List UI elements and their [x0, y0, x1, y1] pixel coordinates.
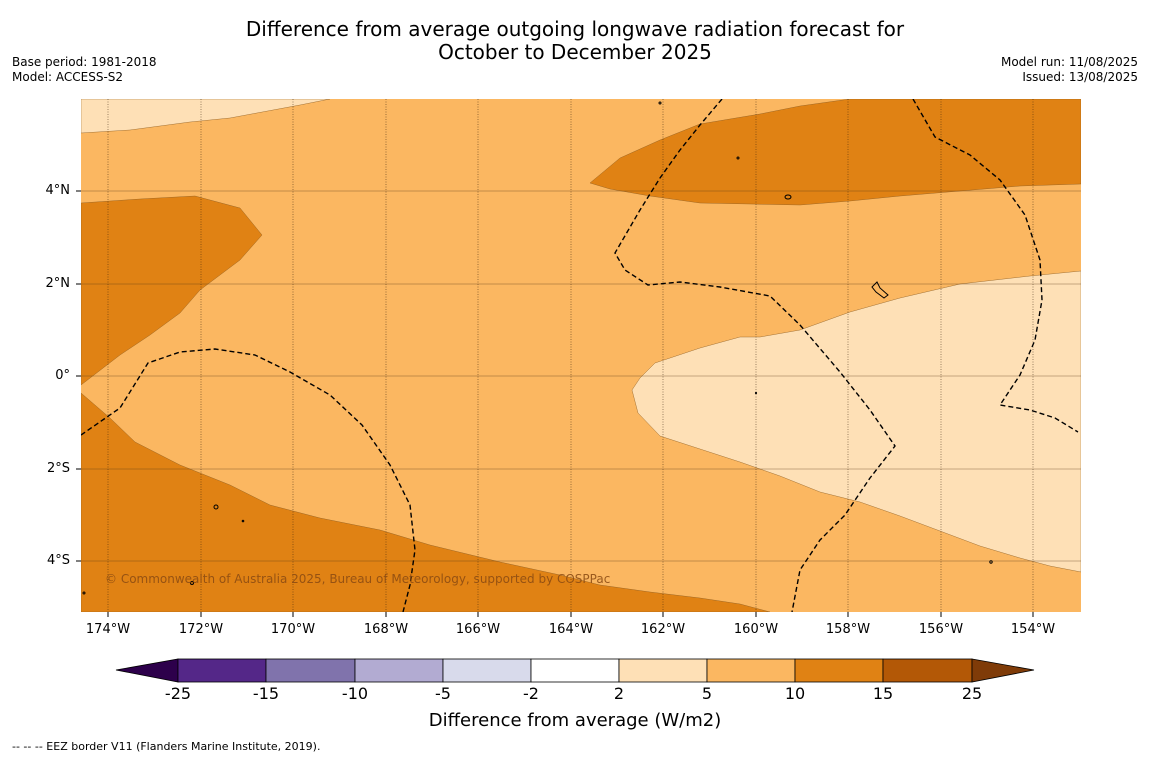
lat-label: 2°N — [45, 276, 71, 291]
colorbar-tick: -25 — [164, 684, 192, 703]
meta-left: Base period: 1981-2018 Model: ACCESS-S2 — [12, 55, 157, 85]
lat-ticks — [76, 190, 81, 562]
map-title: Difference from average outgoing longwav… — [0, 18, 1150, 64]
islands — [82, 101, 993, 595]
colorbar-bin — [354, 658, 444, 683]
colorbar-bin — [530, 658, 620, 683]
lat-label: 2°S — [46, 461, 70, 476]
copyright-notice: © Commonwealth of Australia 2025, Bureau… — [105, 572, 611, 586]
parallels — [81, 190, 1081, 562]
issued-date: Issued: 13/08/2025 — [1022, 70, 1138, 84]
lat-label: 4°N — [45, 183, 71, 198]
colorbar-tick: 2 — [613, 684, 625, 703]
colorbar-extend-low — [115, 658, 179, 683]
colorbar-tick: -5 — [435, 684, 451, 703]
colorbar-bin — [442, 658, 532, 683]
colorbar-tick: -2 — [523, 684, 539, 703]
colorbar-tick: -10 — [341, 684, 369, 703]
region-10-15-bottomleft — [81, 392, 771, 612]
map-field — [81, 99, 1081, 612]
colorbar — [115, 658, 1035, 683]
colorbar-bin — [794, 658, 884, 683]
colorbar-title: Difference from average (W/m2) — [428, 710, 722, 731]
lon-label: 172°W — [178, 622, 224, 637]
region-10-15-left — [81, 195, 263, 386]
region-2-5-right — [631, 270, 1081, 573]
colorbar-tick: 15 — [872, 684, 894, 703]
colorbar-bin — [882, 658, 973, 683]
colorbar-tick: 10 — [784, 684, 806, 703]
model-name: Model: ACCESS-S2 — [12, 70, 124, 84]
region-2-5-topleft — [81, 99, 331, 134]
lon-label: 160°W — [733, 622, 779, 637]
lon-label: 164°W — [548, 622, 594, 637]
lon-label: 156°W — [918, 622, 964, 637]
lat-label: 0° — [55, 368, 70, 383]
title-line-2: October to December 2025 — [438, 40, 712, 64]
colorbar-extend-high — [971, 658, 1035, 683]
meridians — [107, 99, 1034, 612]
lon-label: 154°W — [1010, 622, 1056, 637]
colorbar-bin — [706, 658, 796, 683]
model-run: Model run: 11/08/2025 — [1000, 55, 1138, 69]
meta-right: Model run: 11/08/2025 Issued: 13/08/2025 — [1001, 55, 1138, 85]
lon-label: 162°W — [640, 622, 686, 637]
lat-label: 4°S — [46, 553, 70, 568]
colorbar-tick: 25 — [961, 684, 983, 703]
lon-label: 158°W — [825, 622, 871, 637]
lon-label: 170°W — [270, 622, 316, 637]
colorbar-tick: 5 — [701, 684, 713, 703]
colorbar-tick: -15 — [252, 684, 280, 703]
title-line-1: Difference from average outgoing longwav… — [245, 17, 905, 41]
base-period: Base period: 1981-2018 — [12, 55, 157, 69]
lon-label: 166°W — [455, 622, 501, 637]
eez-borders — [81, 99, 1079, 612]
colorbar-bin — [618, 658, 708, 683]
lon-label: 174°W — [85, 622, 131, 637]
lon-ticks — [107, 612, 1034, 617]
colorbar-bin — [177, 658, 267, 683]
lon-label: 168°W — [363, 622, 409, 637]
colorbar-bin — [265, 658, 356, 683]
eez-footnote: -- -- -- EEZ border V11 (Flanders Marine… — [12, 740, 321, 753]
